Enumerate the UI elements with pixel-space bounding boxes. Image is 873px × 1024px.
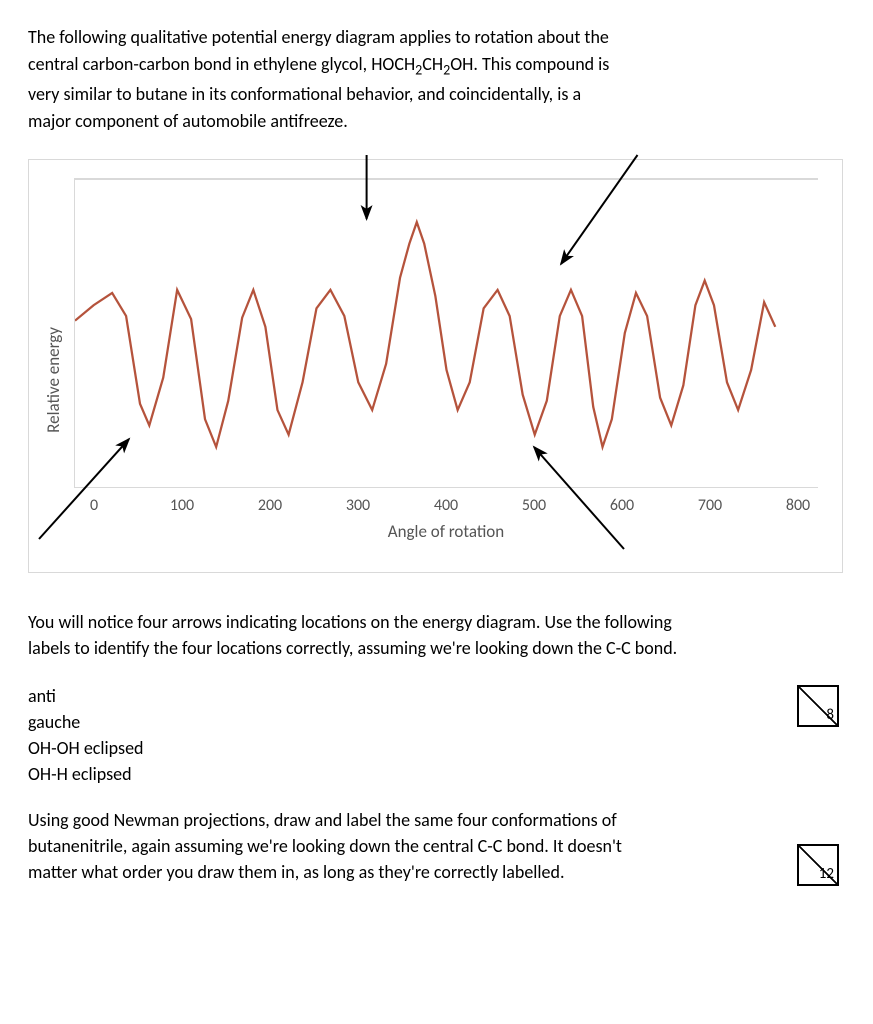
x-axis-ticks: 0 100 200 300 400 500 600 700 800 <box>74 496 818 515</box>
x-tick: 200 <box>250 496 290 515</box>
mid-line2: labels to identify the four locations co… <box>28 637 677 659</box>
score-box-8: 8 <box>797 685 839 727</box>
plot-area <box>74 178 818 488</box>
intro-line4: major component of automobile antifreeze… <box>28 110 348 132</box>
label-ohoh-eclipsed: OH-OH eclipsed <box>28 735 144 761</box>
bottom-line3: matter what order you draw them in, as l… <box>28 861 565 883</box>
score-value-12: 12 <box>819 865 834 883</box>
x-tick: 500 <box>514 496 554 515</box>
intro-line1: The following qualitative potential ener… <box>28 26 609 48</box>
x-tick: 0 <box>74 496 114 515</box>
bottom-paragraph: Using good Newman projections, draw and … <box>28 807 622 885</box>
intro-line2a: central carbon-carbon bond in ethylene g… <box>28 53 415 75</box>
y-axis-label: Relative energy <box>43 287 64 433</box>
label-gauche: gauche <box>28 709 144 735</box>
x-tick: 400 <box>426 496 466 515</box>
x-tick: 300 <box>338 496 378 515</box>
energy-chart: Relative energy 0 100 200 300 400 500 600 700 80… <box>28 159 843 573</box>
mid-line1: You will notice four arrows indicating l… <box>28 611 672 633</box>
intro-line2c: OH. This compound is <box>450 53 609 75</box>
intro-paragraph: The following qualitative potential ener… <box>28 24 788 135</box>
x-tick: 800 <box>778 496 818 515</box>
bottom-line1: Using good Newman projections, draw and … <box>28 809 617 831</box>
mid-paragraph: You will notice four arrows indicating l… <box>28 609 845 661</box>
intro-line3: very similar to butane in its conformati… <box>28 83 581 105</box>
x-tick: 700 <box>690 496 730 515</box>
label-ohh-eclipsed: OH-H eclipsed <box>28 761 144 787</box>
x-tick: 600 <box>602 496 642 515</box>
score-box-12: 12 <box>797 844 839 886</box>
score-value-8: 8 <box>826 706 834 724</box>
intro-line2b: CH <box>422 53 443 75</box>
x-axis-label: Angle of rotation <box>74 521 818 542</box>
bottom-line2: butanenitrile, again assuming we're look… <box>28 835 622 857</box>
arrow-top-right <box>561 155 638 264</box>
answer-labels-list: anti gauche OH-OH eclipsed OH-H eclipsed <box>28 683 144 787</box>
label-anti: anti <box>28 683 144 709</box>
x-tick: 100 <box>162 496 202 515</box>
